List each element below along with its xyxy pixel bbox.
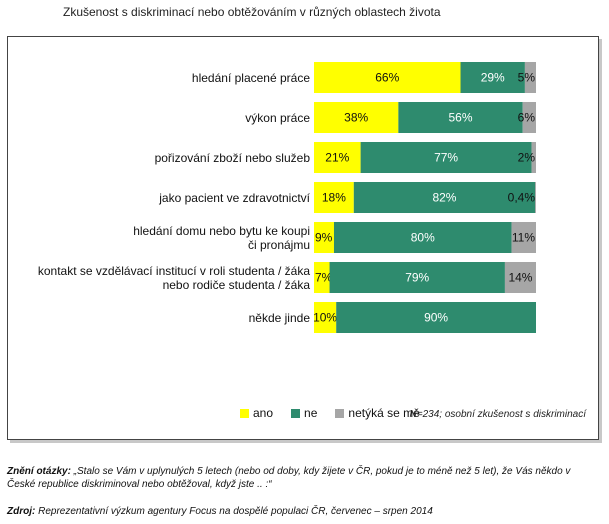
bar-segment [314, 222, 334, 253]
data-label: 14% [508, 271, 532, 285]
bar-segment [314, 102, 399, 133]
legend-item: ano [240, 406, 273, 420]
data-label: 18% [322, 191, 346, 205]
legend-swatch [291, 408, 301, 418]
question-text: Znění otázky: „Stalo se Vám v uplynulých… [7, 465, 599, 491]
data-label: 7% [315, 271, 333, 285]
data-label: 90% [424, 311, 448, 325]
stacked-bar-chart: 66% 29% 5% 38% 56% 6% 21% 77% 2% 18% 82% 0,4% 9% 80% 1… [313, 62, 536, 333]
bar-segment [314, 302, 337, 333]
question-label: Znění otázky: [7, 466, 71, 477]
bar-segment [314, 142, 361, 173]
source-body: Reprezentativní výzkum agentury Focus na… [35, 506, 433, 517]
bar-segment [535, 182, 536, 213]
bar-segment [314, 182, 354, 213]
category-label: hledání placené práce [192, 71, 310, 85]
category-label-line: hledání placené práce [191, 70, 310, 85]
category-label-line: jako pacient ve zdravotnictví [159, 190, 310, 205]
data-label: 10% [313, 311, 337, 325]
data-label: 66% [375, 71, 399, 85]
data-label: 77% [434, 151, 458, 165]
bar-segment [353, 182, 536, 213]
bar-segment [314, 262, 330, 293]
legend-item: ne [291, 406, 317, 420]
bar-segment [524, 62, 536, 93]
bar-segment [511, 222, 536, 253]
data-label: 0,4% [508, 191, 536, 205]
legend-item: netýká se mě [335, 406, 420, 420]
chart-title: Zkušenost s diskriminací nebo obtěžování… [63, 5, 441, 19]
category-label-line: výkon práce [245, 110, 310, 125]
data-label: 21% [325, 151, 349, 165]
bar-segment [329, 262, 505, 293]
question-body: „Stalo se Vám v uplynulých 5 letech (neb… [7, 466, 571, 490]
bar-segment [314, 62, 461, 93]
bar-segment [333, 222, 512, 253]
category-label-line: hledání domu nebo bytu ke koupi [133, 223, 310, 238]
category-label: kontakt se vzdělávací institucí v roli s… [38, 264, 310, 292]
data-label: 5% [518, 71, 536, 85]
legend-swatch [240, 408, 249, 418]
bar-segment [522, 102, 536, 133]
category-label: jako pacient ve zdravotnictví [159, 191, 310, 205]
data-label: 38% [344, 111, 368, 125]
data-label: 6% [518, 111, 536, 125]
bar-segment [398, 102, 523, 133]
data-label: 56% [449, 111, 473, 125]
bar-segment [531, 142, 536, 173]
category-labels: hledání placené práce výkon práce pořizová… [8, 37, 314, 439]
bar-segment [504, 262, 536, 293]
legend-label: ne [304, 406, 318, 420]
sample-note: N=234; osobní zkušenost s diskriminací [409, 409, 586, 420]
bar-segment [460, 62, 525, 93]
source-label: Zdroj: [7, 506, 36, 517]
category-label-line: nebo rodiče studenta / žáka [162, 277, 310, 292]
bar-segment [336, 302, 536, 333]
data-label: 82% [432, 191, 456, 205]
chart-legend: ano ne netýká se mě [240, 406, 438, 421]
category-label: hledání domu nebo bytu ke koupi či pronáj… [133, 224, 310, 252]
chart-frame: hledání placené práce výkon práce pořizová… [7, 36, 599, 440]
source-text: Zdroj: Reprezentativní výzkum agentury F… [7, 506, 433, 517]
data-label: 11% [512, 231, 535, 245]
data-label: 80% [411, 231, 435, 245]
legend-label: netýká se mě [348, 406, 420, 420]
category-label: výkon práce [245, 111, 310, 125]
category-label: pořizování zboží nebo služeb [155, 151, 310, 165]
category-label: někde jinde [249, 311, 310, 325]
bar-segment [360, 142, 532, 173]
data-label: 29% [481, 71, 505, 85]
category-label-line: někde jinde [248, 310, 310, 325]
category-label-line: pořizování zboží nebo služeb [154, 150, 310, 165]
data-label: 2% [518, 151, 536, 165]
legend-label: ano [253, 406, 274, 420]
data-label: 9% [315, 231, 333, 245]
category-label-line: či pronájmu [247, 237, 310, 252]
data-label: 79% [405, 271, 429, 285]
category-label-line: kontakt se vzdělávací institucí v roli s… [37, 263, 310, 278]
legend-swatch [335, 408, 345, 418]
